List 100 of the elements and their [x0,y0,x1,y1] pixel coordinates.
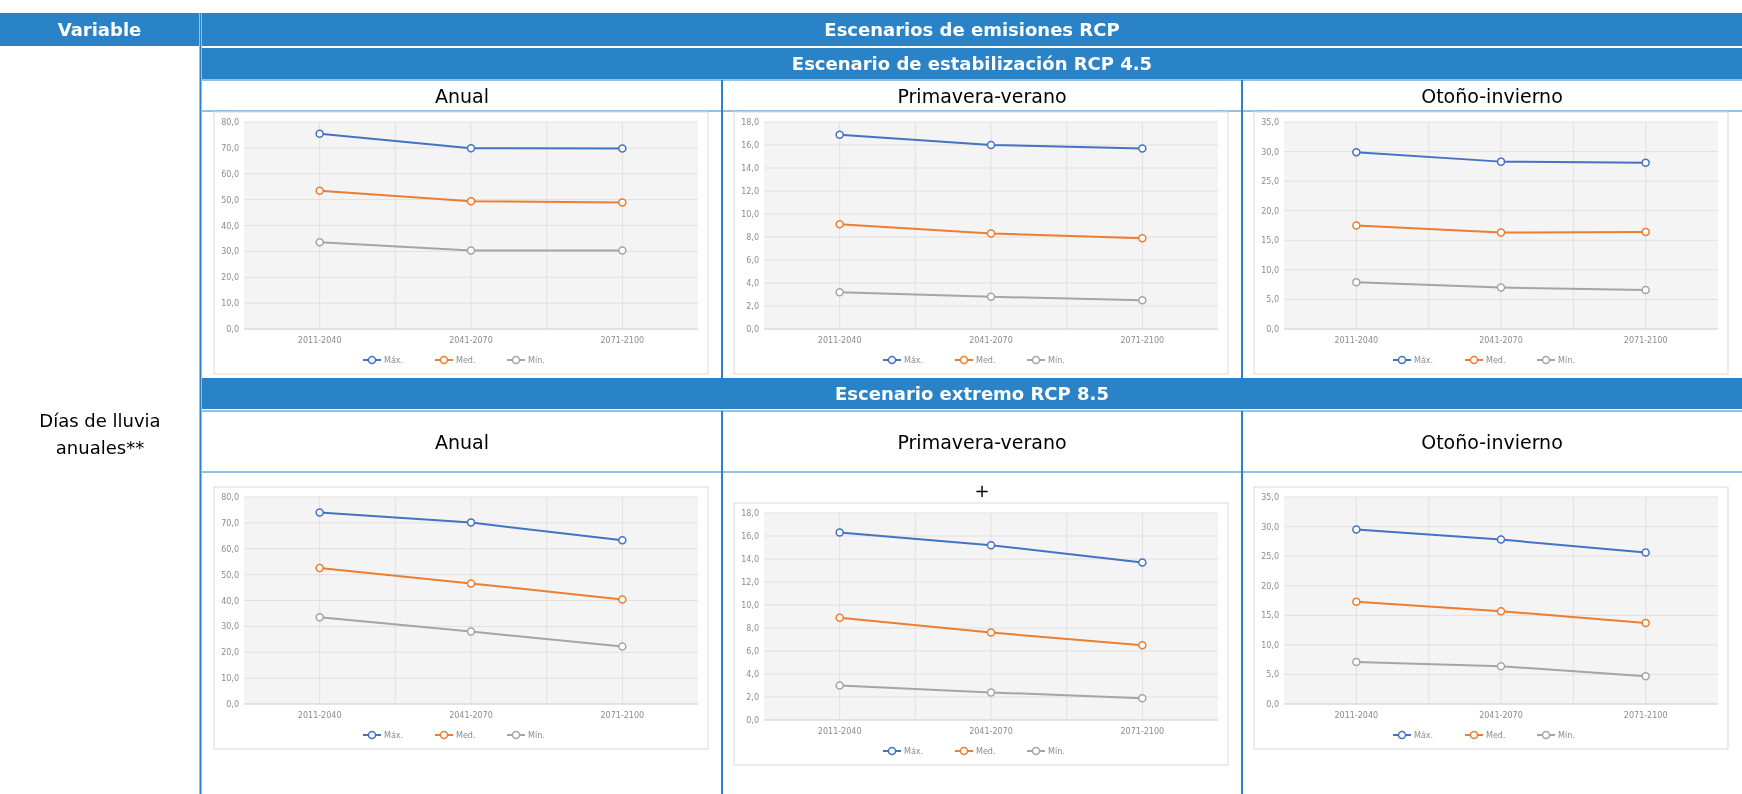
point [315,563,324,573]
point [1352,525,1361,534]
chart-title: Otoño-invierno [1421,84,1563,107]
y-tick-label: 10,0 [1261,640,1279,650]
point [835,130,844,139]
y-tick-label: 60,0 [221,169,239,179]
point [466,518,476,527]
text: Escenario extremo RCP 8.5 [835,382,1109,404]
x-tick-label: 2071-2100 [600,711,645,720]
x-tick-label: 2041-2070 [969,727,1013,736]
point [466,143,476,153]
text: Escenarios de emisiones RCP [824,18,1120,40]
legend-label: Med. [1486,731,1506,740]
y-tick-label: 30,0 [1261,147,1279,157]
point [1641,285,1650,295]
x-tick-label: 2011-2040 [297,711,342,720]
point [1138,233,1147,243]
y-tick-label: 12,0 [741,578,759,587]
point [986,540,996,550]
y-tick-label: 6,0 [746,647,759,656]
y-tick-label: 25,0 [1261,177,1279,187]
point [618,595,627,604]
text: Escenario de estabilización RCP 4.5 [791,52,1153,74]
point [1138,693,1147,703]
point [1496,157,1506,166]
y-tick-label: 6,0 [746,256,759,265]
y-tick-label: 4,0 [746,279,759,288]
y-tick-label: 8,0 [746,233,759,242]
legend-label: Mín. [1558,731,1575,740]
point [1138,296,1147,305]
legend-label: Mín. [1048,747,1065,756]
x-tick-label: 2071-2100 [1120,336,1165,345]
legend-label: Med. [1486,356,1506,365]
point [1641,548,1650,557]
y-tick-label: 0,0 [1266,700,1279,709]
legend-label: Máx. [904,747,924,756]
y-tick-label: 60,0 [221,544,239,554]
point [986,229,996,238]
y-tick-label: 2,0 [746,693,759,702]
x-tick-label: 2011-2040 [1334,711,1379,720]
y-tick-label: 18,0 [741,509,759,518]
point [315,129,324,138]
x-tick-label: 2011-2040 [817,727,862,736]
point [835,287,844,297]
y-tick-label: 0,0 [746,325,759,334]
legend-label: Máx. [384,356,404,365]
point [1352,147,1361,157]
y-tick-label: 70,0 [221,143,239,153]
point [1496,606,1506,616]
chart-title: Primavera-verano [897,430,1067,453]
point [835,528,844,537]
y-tick-label: 30,0 [221,622,239,632]
legend-label: Máx. [1414,731,1434,740]
point [1496,661,1506,671]
y-tick-label: 30,0 [221,247,239,257]
point [1641,618,1650,628]
point [618,198,627,207]
point [1641,158,1650,168]
y-tick-label: 18,0 [741,118,759,127]
y-tick-label: 40,0 [221,596,239,606]
point [986,688,996,697]
point [315,613,324,622]
y-tick-label: 35,0 [1261,493,1279,502]
text: Variable [57,18,142,40]
point [1352,597,1361,606]
text: + [974,480,990,501]
y-tick-label: 80,0 [221,493,239,502]
y-tick-label: 8,0 [746,624,759,633]
text: Días de lluvia anuales** [39,410,161,458]
y-tick-label: 16,0 [741,141,759,150]
chart-title: Anual [434,84,490,107]
point [1641,671,1650,681]
point [618,144,627,153]
x-tick-label: 2071-2100 [600,336,645,345]
y-tick-label: 50,0 [221,570,239,580]
point [835,613,844,622]
point [1138,558,1147,567]
y-tick-label: 20,0 [1261,206,1279,216]
point [1138,144,1147,153]
x-tick-label: 2011-2040 [817,336,862,345]
y-tick-label: 0,0 [226,700,239,709]
point [618,535,627,545]
point [986,628,996,637]
point [1496,283,1506,292]
y-tick-label: 80,0 [221,118,239,127]
x-tick-label: 2041-2070 [1479,711,1523,720]
y-tick-label: 10,0 [221,299,239,309]
legend-label: Med. [976,356,996,365]
legend-label: Med. [456,356,476,365]
y-tick-label: 12,0 [741,187,759,196]
point [986,292,996,302]
legend-label: Med. [976,747,996,756]
y-tick-label: 0,0 [226,325,239,334]
y-tick-label: 0,0 [746,716,759,725]
y-tick-label: 2,0 [746,302,759,311]
y-tick-label: 14,0 [741,555,759,564]
y-tick-label: 40,0 [221,221,239,231]
y-tick-label: 4,0 [746,670,759,679]
legend-label: Máx. [384,731,404,740]
legend-label: Máx. [904,356,924,365]
